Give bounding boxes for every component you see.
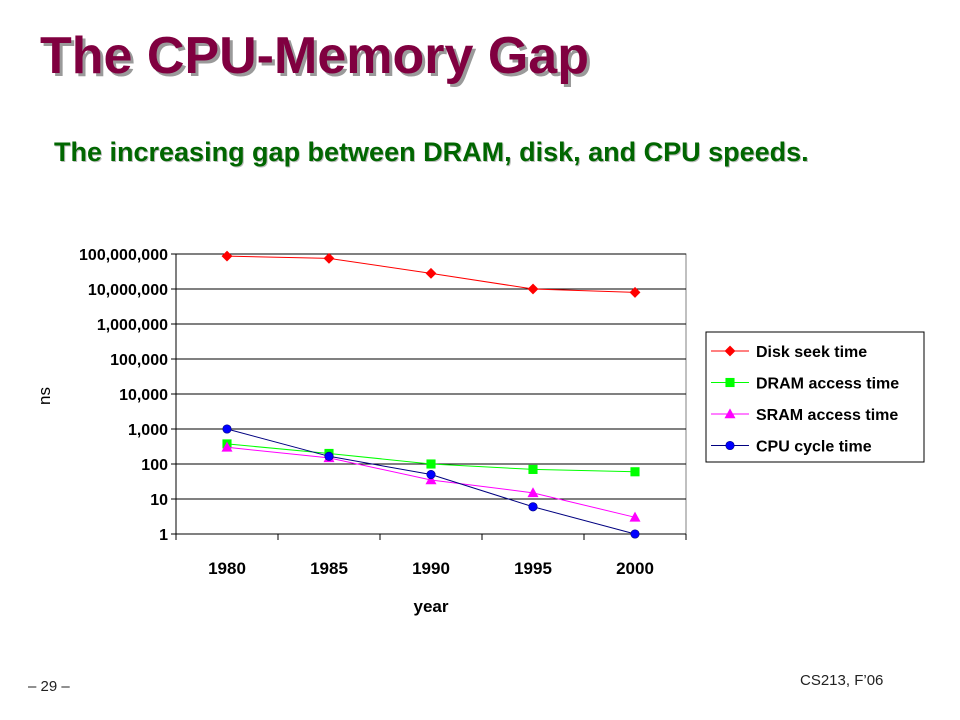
y-tick-label: 1 <box>159 527 168 544</box>
y-axis: 1 10 100 1,000 10,000 100,000 1,000,000 10,000,… <box>79 247 177 544</box>
data-point <box>426 469 436 480</box>
y-tick-label: 10,000,000 <box>88 282 168 299</box>
legend: Disk seek time DRAM access time SRAM acces… <box>705 331 925 463</box>
legend-item: SRAM access time <box>711 407 898 424</box>
slide-title: The CPU-Memory Gap <box>40 27 589 85</box>
data-point <box>629 511 641 522</box>
data-point <box>222 424 232 434</box>
x-tick-label: 2000 <box>616 559 654 578</box>
data-point <box>528 464 538 474</box>
y-tick-label: 10 <box>150 492 168 509</box>
legend-box <box>705 331 925 463</box>
page-number: – 29 – <box>28 678 70 695</box>
data-point <box>629 286 641 298</box>
legend-item: CPU cycle time <box>711 439 872 456</box>
legend-item: DRAM access time <box>711 376 899 393</box>
legend-marker <box>725 377 735 388</box>
y-tick-label: 100,000 <box>110 352 168 369</box>
data-point <box>221 250 233 262</box>
data-point <box>527 283 539 295</box>
y-tick-label: 1,000,000 <box>97 317 168 334</box>
x-tick-label: 1980 <box>208 559 246 578</box>
series-layer <box>221 250 641 539</box>
data-point <box>528 502 538 512</box>
course-label: CS213, F’06 <box>800 672 884 689</box>
series-disk-seek-time <box>221 250 641 298</box>
data-point <box>425 474 437 485</box>
legend-marker <box>724 345 736 357</box>
y-tick-label: 100,000,000 <box>79 247 168 264</box>
series-cpu-cycle-time <box>222 424 640 539</box>
x-axis-label: year <box>414 597 449 616</box>
line-chart: 1 10 100 1,000 10,000 100,000 1,000,000 10,000,… <box>35 247 925 616</box>
x-tick-label: 1985 <box>310 559 348 578</box>
y-tick-label: 10,000 <box>119 387 168 404</box>
y-tick-label: 100 <box>141 457 168 474</box>
data-point <box>324 451 334 461</box>
series-sram-access-time <box>221 441 641 522</box>
gridlines <box>176 253 686 500</box>
legend-label: SRAM access time <box>756 407 898 424</box>
data-point <box>630 529 640 539</box>
data-point <box>630 467 640 477</box>
legend-item: Disk seek time <box>711 344 867 361</box>
data-point <box>527 487 539 498</box>
legend-label: Disk seek time <box>756 344 867 361</box>
data-point <box>323 252 335 264</box>
y-tick-label: 1,000 <box>128 422 168 439</box>
data-point <box>426 459 436 469</box>
legend-label: CPU cycle time <box>756 439 872 456</box>
x-tick-label: 1990 <box>412 559 450 578</box>
data-point <box>425 267 437 279</box>
slide-subtitle: The increasing gap between DRAM, disk, a… <box>54 137 809 167</box>
legend-label: DRAM access time <box>756 376 899 393</box>
x-axis: 1980 1985 1990 1995 2000 <box>175 533 687 578</box>
legend-marker <box>724 408 736 419</box>
data-point <box>221 441 233 452</box>
legend-marker <box>725 440 735 451</box>
y-axis-label: ns <box>35 387 54 405</box>
x-tick-label: 1995 <box>514 559 552 578</box>
